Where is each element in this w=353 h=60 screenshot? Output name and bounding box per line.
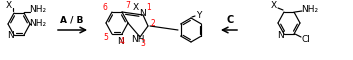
Text: X: X xyxy=(133,3,139,12)
Text: NH₂: NH₂ xyxy=(301,6,318,15)
Text: 1: 1 xyxy=(146,3,151,12)
Text: NH₂: NH₂ xyxy=(29,20,47,28)
Text: Cl: Cl xyxy=(301,34,310,44)
Text: X: X xyxy=(6,2,12,10)
Text: N: N xyxy=(118,36,124,45)
Text: NH₂: NH₂ xyxy=(29,6,47,15)
Text: 4: 4 xyxy=(120,38,125,46)
Text: N: N xyxy=(8,32,14,40)
Text: 5: 5 xyxy=(103,33,108,42)
Text: A / B: A / B xyxy=(60,15,84,24)
Text: 3: 3 xyxy=(140,39,145,48)
Text: NH: NH xyxy=(131,36,145,45)
Text: N: N xyxy=(277,30,285,39)
Text: C: C xyxy=(226,15,234,25)
Text: 2: 2 xyxy=(151,20,155,28)
Text: N: N xyxy=(140,9,146,18)
Text: 7: 7 xyxy=(126,2,131,10)
Text: 6: 6 xyxy=(103,3,107,12)
Text: Y: Y xyxy=(196,10,202,20)
Text: X: X xyxy=(271,2,277,10)
